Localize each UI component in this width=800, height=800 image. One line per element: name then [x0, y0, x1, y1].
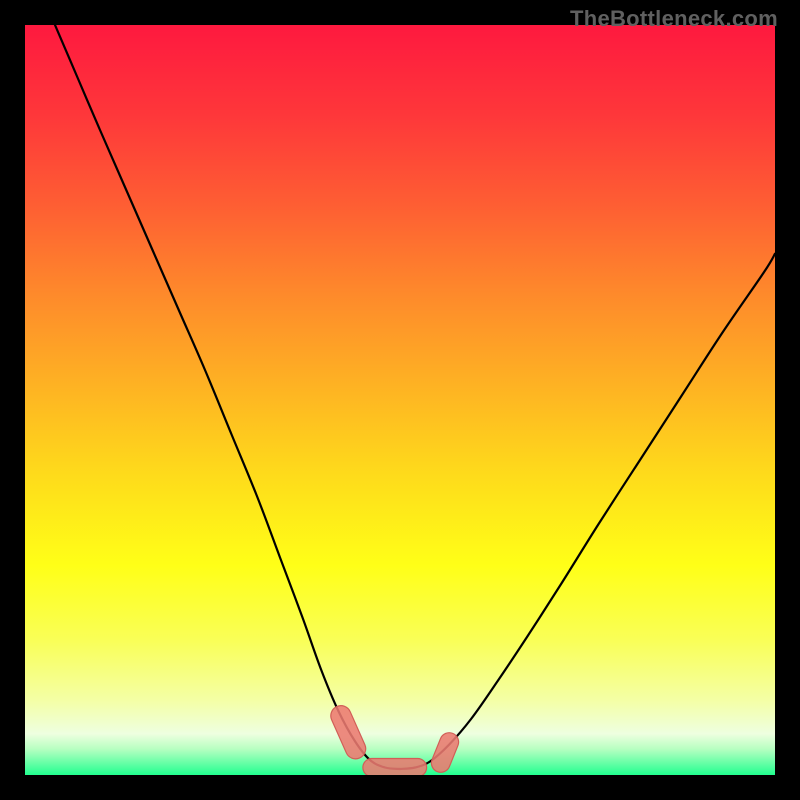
chart-gradient-background — [25, 25, 775, 775]
chart-container: TheBottleneck.com — [0, 0, 800, 800]
bottleneck-chart — [0, 0, 800, 800]
marker-segment-1 — [363, 759, 427, 777]
watermark-text: TheBottleneck.com — [570, 6, 778, 32]
